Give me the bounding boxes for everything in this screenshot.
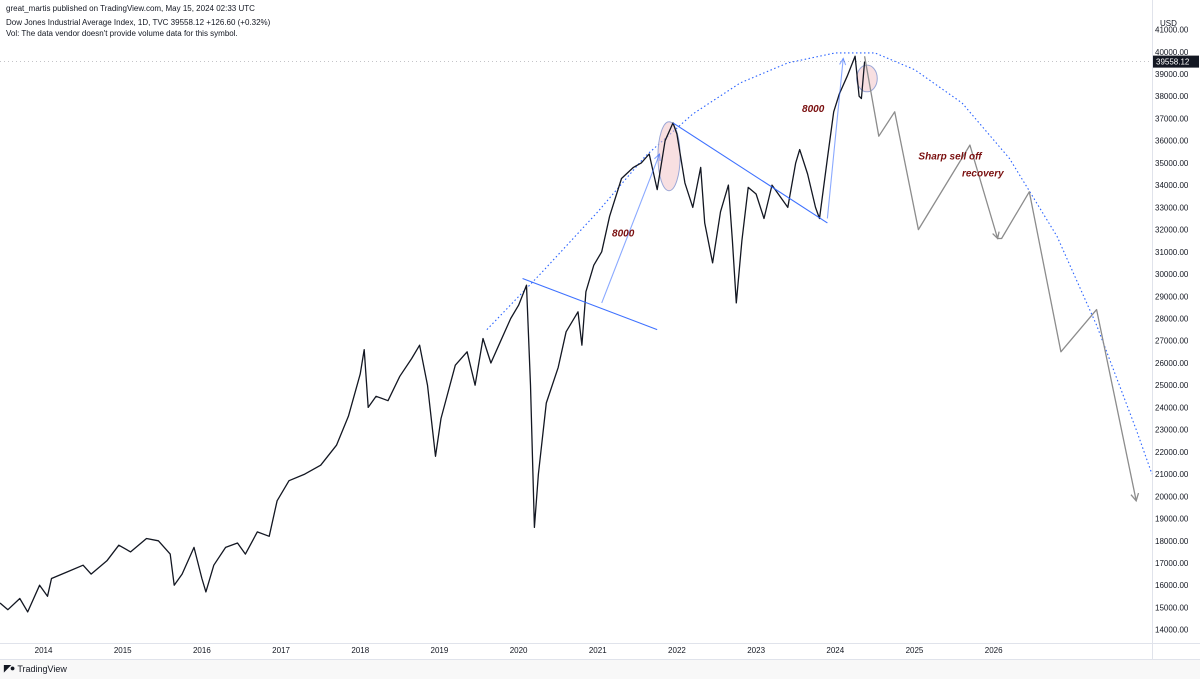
- annotation-2: Sharp sell off: [918, 152, 983, 163]
- annotation-3: recovery: [962, 168, 1004, 179]
- y-tick-label-11: 25000.00: [1155, 381, 1189, 390]
- x-tick-label-7: 2021: [589, 646, 607, 655]
- y-tick-label-19: 33000.00: [1155, 203, 1189, 212]
- x-tick-label-4: 2018: [351, 646, 369, 655]
- last-price-label: 39558.12: [1156, 58, 1190, 67]
- x-tick-label-0: 2014: [35, 646, 53, 655]
- y-tick-label-15: 29000.00: [1155, 292, 1189, 301]
- trendline-1: [672, 122, 828, 224]
- y-tick-label-13: 27000.00: [1155, 337, 1189, 346]
- last-price-badge: [1153, 55, 1199, 68]
- trendline-0: [522, 277, 658, 331]
- annotation-0: 8000: [612, 228, 635, 239]
- projection-arrow-head: [1130, 492, 1140, 503]
- y-tick-label-27: 41000.00: [1155, 26, 1189, 35]
- y-tick-label-25: 39000.00: [1155, 70, 1189, 79]
- y-tick-label-16: 30000.00: [1155, 270, 1189, 279]
- price-axis-area: [1152, 0, 1200, 659]
- y-tick-label-12: 26000.00: [1155, 359, 1189, 368]
- rally-arrow-head-3: [839, 57, 847, 66]
- rally-arrow-head-2: [654, 152, 661, 162]
- x-tick-label-3: 2017: [272, 646, 290, 655]
- y-tick-label-18: 32000.00: [1155, 226, 1189, 235]
- y-tick-label-0: 14000.00: [1155, 626, 1189, 635]
- brand-name: TradingView: [17, 663, 67, 674]
- brand[interactable]: ◤● TradingView: [4, 663, 67, 674]
- y-tick-label-23: 37000.00: [1155, 114, 1189, 123]
- annotation-1: 8000: [802, 104, 825, 115]
- x-tick-label-1: 2015: [114, 646, 132, 655]
- footer-bar: ◤● TradingView: [0, 659, 1200, 679]
- x-tick-label-12: 2026: [985, 646, 1003, 655]
- y-tick-label-24: 38000.00: [1155, 92, 1189, 101]
- y-tick-label-6: 20000.00: [1155, 492, 1189, 501]
- y-tick-label-5: 19000.00: [1155, 515, 1189, 524]
- tradingview-logo-icon: ◤●: [4, 663, 15, 673]
- symbol-line: Dow Jones Industrial Average Index, 1D, …: [6, 18, 271, 27]
- y-tick-label-10: 24000.00: [1155, 403, 1189, 412]
- x-tick-label-5: 2019: [431, 646, 449, 655]
- y-tick-label-8: 22000.00: [1155, 448, 1189, 457]
- y-tick-label-2: 16000.00: [1155, 581, 1189, 590]
- projection-path: [863, 56, 1137, 501]
- trendline-2: [601, 153, 661, 304]
- x-tick-label-11: 2025: [906, 646, 924, 655]
- y-tick-label-26: 40000.00: [1155, 48, 1189, 57]
- y-tick-label-7: 21000.00: [1155, 470, 1189, 479]
- x-tick-label-9: 2023: [747, 646, 765, 655]
- parabolic-arc: [486, 52, 1153, 475]
- price-line: [0, 55, 866, 613]
- x-tick-label-8: 2022: [668, 646, 686, 655]
- y-tick-label-14: 28000.00: [1155, 314, 1189, 323]
- volume-note: Vol: The data vendor doesn't provide vol…: [6, 29, 238, 38]
- y-tick-label-1: 15000.00: [1155, 603, 1189, 612]
- publisher-line: great_martis published on TradingView.co…: [6, 4, 255, 13]
- y-tick-label-21: 35000.00: [1155, 159, 1189, 168]
- trendline-3: [826, 58, 844, 219]
- x-tick-label-2: 2016: [193, 646, 211, 655]
- y-tick-label-17: 31000.00: [1155, 248, 1189, 257]
- y-tick-label-4: 18000.00: [1155, 537, 1189, 546]
- price-chart[interactable]: USD 14000.00 15000.00 16000.00 17000.00 18000…: [0, 0, 1200, 659]
- currency-label: USD: [1160, 19, 1177, 28]
- projection-mid-arrow-head: [992, 231, 1000, 240]
- y-tick-label-20: 34000.00: [1155, 181, 1189, 190]
- y-tick-label-22: 36000.00: [1155, 137, 1189, 146]
- x-tick-label-6: 2020: [510, 646, 528, 655]
- x-tick-label-10: 2024: [826, 646, 844, 655]
- y-tick-label-3: 17000.00: [1155, 559, 1189, 568]
- y-tick-label-9: 23000.00: [1155, 426, 1189, 435]
